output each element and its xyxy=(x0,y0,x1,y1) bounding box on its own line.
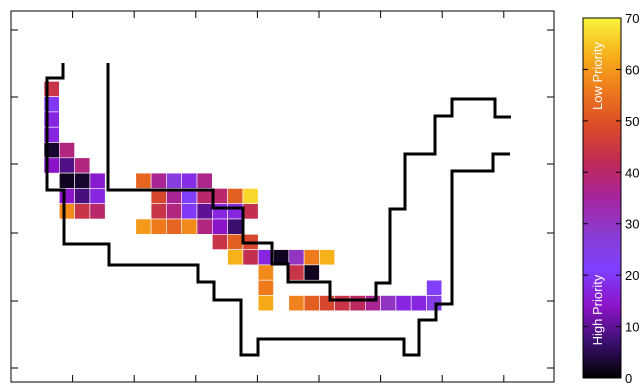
heatmap-cell xyxy=(242,188,259,204)
heatmap-cell xyxy=(89,188,106,204)
heatmap-cell xyxy=(257,264,274,281)
heatmap-cell xyxy=(212,188,228,204)
wall-line xyxy=(106,63,511,302)
heatmap-cell xyxy=(166,203,182,220)
heatmap-cell xyxy=(150,218,167,235)
colorbar-tick-label: 40 xyxy=(625,165,639,180)
colorbar-bottom-label: High Priority xyxy=(590,274,605,345)
colorbar: 0 10 20 30 40 50 60 70 xyxy=(582,11,639,386)
heatmap-cell xyxy=(135,218,152,235)
colorbar-tick-label: 0 xyxy=(625,371,632,386)
colorbar-top-label: Low Priority xyxy=(590,42,605,110)
heatmap-cell xyxy=(150,203,167,220)
heatmap-cell xyxy=(364,295,381,312)
heatmap-cell xyxy=(334,295,351,312)
heatmap-cell xyxy=(227,188,244,204)
heatmap-cell xyxy=(58,172,75,189)
heatmap-cell xyxy=(319,249,335,266)
heatmap-cell xyxy=(303,264,320,281)
heatmap-cell xyxy=(426,279,443,296)
heatmap-cell xyxy=(74,172,91,189)
plot-border xyxy=(10,10,555,383)
heatmap-cell xyxy=(74,188,91,204)
colorbar-tick-label: 20 xyxy=(625,268,639,283)
colorbar-tick-label: 50 xyxy=(625,114,639,129)
heatmap-cell xyxy=(319,295,335,312)
heatmap-cell xyxy=(181,172,198,189)
heatmap-cell xyxy=(181,218,198,235)
colorbar-tick-label: 70 xyxy=(625,11,639,26)
colorbar-tick-label: 60 xyxy=(625,62,639,77)
heatmap-cell xyxy=(410,295,427,312)
heatmap-cell xyxy=(395,295,412,312)
heatmap-cell xyxy=(135,172,152,189)
heatmap-cell xyxy=(212,234,228,250)
heatmap-cell xyxy=(89,203,106,220)
heatmap-cell xyxy=(242,203,259,220)
heatmap-cell xyxy=(58,142,75,159)
colorbar-gradient xyxy=(582,17,622,379)
boundary-walls xyxy=(45,63,511,357)
heatmap-cell xyxy=(257,295,274,312)
heatmap-cell xyxy=(58,157,75,174)
plot-frame xyxy=(10,10,555,383)
heatmap-cell xyxy=(288,295,305,312)
heatmap-cell xyxy=(288,264,305,281)
heatmap-cell xyxy=(58,203,75,220)
heatmap-cell xyxy=(212,218,228,235)
heatmap-cell xyxy=(166,172,182,189)
heatmap-cell xyxy=(227,234,244,250)
heatmap-cell xyxy=(303,249,320,266)
heatmap-cell xyxy=(257,279,274,296)
heatmap-cell xyxy=(242,249,259,266)
heatmap-cell xyxy=(349,295,366,312)
heatmap-cell xyxy=(227,203,244,220)
heatmap-cell xyxy=(196,172,213,189)
heatmap-cell xyxy=(288,249,305,266)
heatmap-cell xyxy=(212,203,228,220)
heatmap-cell xyxy=(227,218,244,235)
colorbar-tick-label: 30 xyxy=(625,217,639,232)
heatmap-cell xyxy=(196,218,213,235)
heatmap-cell xyxy=(74,203,91,220)
heatmap-cell xyxy=(303,295,320,312)
heatmap-cells xyxy=(43,81,443,312)
heatmap-cell xyxy=(181,203,198,220)
heatmap-cell xyxy=(74,157,91,174)
wall-line xyxy=(45,63,510,357)
colorbar-tick-label: 10 xyxy=(625,320,639,335)
heatmap-cell xyxy=(227,249,244,266)
heatmap-cell xyxy=(196,203,213,220)
heatmap-cell xyxy=(166,218,182,235)
heatmap-cell xyxy=(150,172,167,189)
heatmap-cell xyxy=(89,172,106,189)
heatmap-cell xyxy=(380,295,397,312)
